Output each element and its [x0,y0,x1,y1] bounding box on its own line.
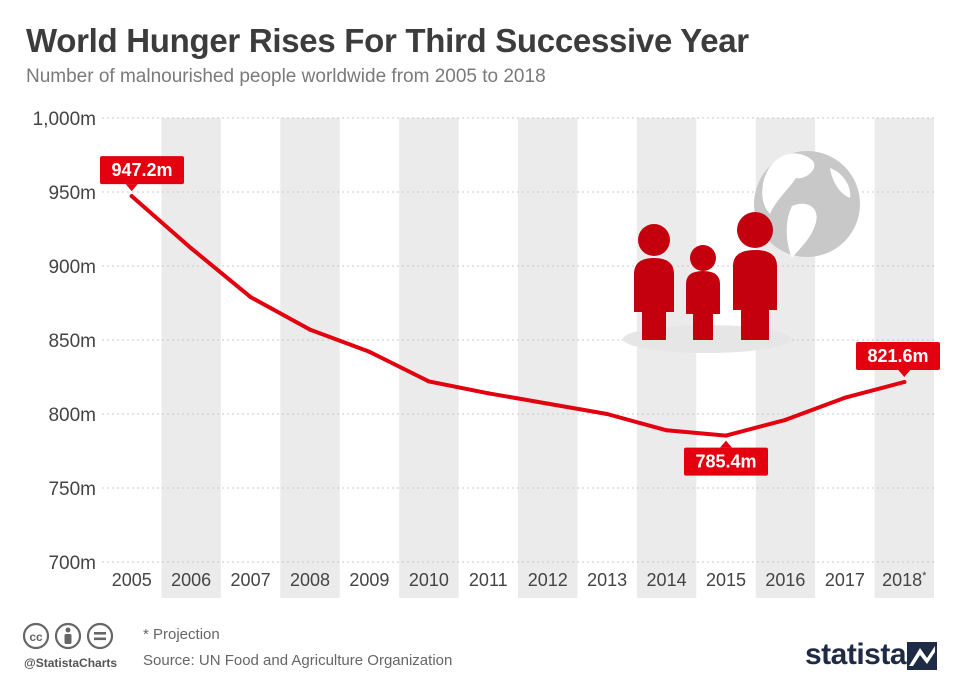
data-label-box [684,447,768,476]
x-tick-label: 2011 [469,570,508,590]
data-point-2012 [545,401,550,406]
data-point-2018 [902,380,907,385]
data-point-2010 [426,379,431,384]
x-tick-label: 2018* [882,570,927,590]
data-point-2008 [308,327,312,332]
data-label-text: 947.2m [111,160,172,180]
x-tick-label: 2017 [825,570,865,590]
x-tick-label: 2014 [647,570,687,590]
y-tick-label: 700m [48,553,96,574]
x-axis-ticks: 2005 2006 2007 2008 2009 2010 2011 2012 2013 2014… [112,570,927,590]
data-label-2018: 821.6m [856,342,940,378]
y-tick-label: 750m [48,479,96,500]
y-tick-label: 1,000m [33,109,96,130]
data-point-2007 [248,295,253,300]
data-point-2016 [783,417,788,422]
projection-note: * Projection [143,626,220,643]
column-stripe-2010 [399,118,459,598]
column-stripe-2014 [636,118,697,598]
page-subtitle: Number of malnourished people worldwide … [26,66,546,87]
social-handle: @StatistaCharts [24,656,118,670]
data-label-2005: 947.2m [100,156,184,192]
y-tick-label: 950m [48,183,96,204]
data-point-2011 [486,391,491,396]
series-line [129,194,907,438]
statista-brand: statista [805,638,907,671]
x-tick-label: 2016 [765,570,805,590]
data-label-pointer [720,440,732,448]
globe-icon [754,151,860,258]
column-stripe-2012 [518,118,578,598]
grid-lines [102,117,934,563]
attribution-icon [54,622,82,650]
data-label-2015: 785.4m [684,440,768,476]
cc-icon: cc [22,622,50,650]
page-title: World Hunger Rises For Third Successive … [26,22,749,59]
data-point-2015 [724,433,728,438]
x-tick-label: 2009 [349,570,389,590]
column-stripe-2006 [161,118,221,598]
svg-text:cc: cc [29,630,43,644]
data-point-2017 [842,395,847,400]
x-tick-label: 2010 [409,570,449,590]
source-text: Source: UN Food and Agriculture Organiza… [143,652,453,669]
statista-logo-icon [907,642,937,670]
no-derivatives-icon [86,622,114,650]
data-labels: 947.2m 785.4m 821.6m [100,156,940,476]
y-tick-label: 850m [48,331,96,352]
data-point-2014 [664,428,669,433]
y-tick-label: 900m [48,257,96,278]
x-tick-label: 2012 [528,570,568,590]
data-point-2013 [605,412,610,416]
x-tick-label: 2005 [112,570,152,590]
data-label-text: 821.6m [867,346,928,366]
data-label-box [100,156,184,185]
license-icons: cc [22,622,132,657]
data-label-pointer [898,370,911,378]
y-axis-ticks: 700m 750m 800m 850m 900m 950m 1,000m [33,109,96,574]
data-label-box [856,342,940,371]
x-tick-label: 2015 [706,570,746,590]
x-tick-label: 2013 [587,570,627,590]
x-tick-label: 2008 [290,570,330,590]
y-tick-label: 800m [48,405,96,426]
data-point-2005 [129,194,134,199]
data-point-2006 [189,246,194,251]
people-icon [623,212,791,353]
series-line-group [129,194,907,438]
x-tick-label: 2007 [231,570,271,590]
data-label-text: 785.4m [695,452,756,472]
column-stripe-2008 [280,118,340,598]
x-tick-label: 2006 [171,570,211,590]
data-point-2009 [367,349,372,354]
data-label-pointer [125,184,138,192]
